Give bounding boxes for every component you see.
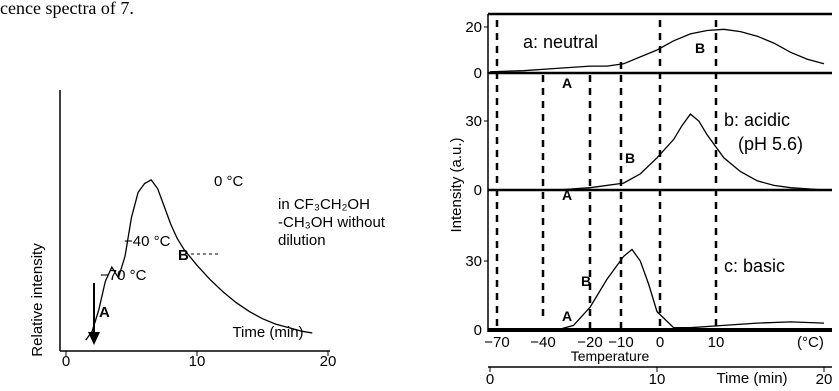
solvent-note-line3: dilution (278, 232, 326, 249)
right-y-ticks: 20 0 30 0 30 0 (465, 19, 488, 339)
right-x-tick-label-0: 0 (486, 371, 494, 388)
right-x-tick-label-20: 20 (816, 371, 833, 388)
panel-c-series-line (490, 248, 825, 331)
down-arrow-icon (88, 332, 100, 345)
temp-unit: (°C) (797, 334, 824, 351)
temperature-guides (495, 20, 718, 330)
temp-tick-minus70: −70 (484, 334, 509, 351)
panel-b-condition: (pH 5.6) (738, 134, 803, 154)
left-x-tick-label-0: 0 (62, 353, 70, 370)
right-chart: Intensity (a.u.) 20 0 30 0 30 0 (448, 12, 833, 388)
caption-fragment: cence spectra of 7. (0, 0, 134, 18)
panel-c-peak-A: A (562, 308, 572, 324)
temp-tick-10: 10 (708, 334, 725, 351)
right-x-ticks: 0 10 20 (486, 367, 833, 388)
panel-b-peak-A: A (562, 187, 572, 203)
panel-b-peak-B: B (625, 150, 635, 166)
left-ylabel: Relative intensity (29, 243, 46, 357)
temp-marker-0: 0 °C (214, 173, 244, 190)
right-ylabel: Intensity (a.u.) (448, 137, 465, 232)
left-x-tick-label-10: 10 (189, 353, 206, 370)
temp-marker-minus40: −40 °C (124, 233, 171, 250)
temp-tick-0: 0 (656, 334, 664, 351)
temp-tick-minus20: −20 (577, 334, 602, 351)
left-chart: Relative intensity Time (min) 0 10 20 −70 … (29, 90, 386, 370)
temp-axis-label: Temperature (571, 348, 650, 364)
panel-c-title: c: basic (724, 256, 785, 276)
solvent-note-line2: -CH₃OH without (278, 214, 386, 231)
panel-a-peak-A: A (562, 75, 572, 91)
panel-a-ytick-0: 0 (474, 65, 482, 82)
panel-b-series-line (490, 113, 825, 191)
left-axes (59, 90, 330, 352)
panel-b-ytick-30: 30 (465, 113, 482, 130)
left-region-label-B: B (178, 247, 189, 264)
temp-marker-minus70: −70 °C (100, 267, 147, 284)
panel-b-title: b: acidic (724, 110, 790, 130)
temperature-scale: −70 −40 −20 −10 0 10 (°C) Temperature (484, 334, 824, 364)
right-x-tick-label-10: 10 (649, 371, 666, 388)
panel-c-peak-B: B (581, 273, 591, 289)
right-xlabel: Time (min) (716, 370, 787, 387)
panel-a-series-line (489, 28, 825, 73)
panel-b-ytick-0: 0 (474, 182, 482, 199)
left-region-label-A: A (99, 304, 110, 321)
solvent-note-line1: in CF₃CH₂OH (278, 196, 370, 213)
panel-c-ytick-30: 30 (465, 253, 482, 270)
left-x-tick-label-20: 20 (320, 353, 337, 370)
left-x-ticks: 0 10 20 (62, 351, 337, 370)
panel-a-title: a: neutral (523, 32, 598, 52)
panel-c-ytick-0: 0 (474, 322, 482, 339)
left-series-line (85, 179, 313, 341)
temp-tick-minus40: −40 (530, 334, 555, 351)
panel-a-ytick-20: 20 (465, 19, 482, 36)
temp-tick-minus10: −10 (608, 334, 633, 351)
panel-a-peak-B: B (695, 40, 705, 56)
left-xlabel: Time (min) (232, 324, 303, 341)
